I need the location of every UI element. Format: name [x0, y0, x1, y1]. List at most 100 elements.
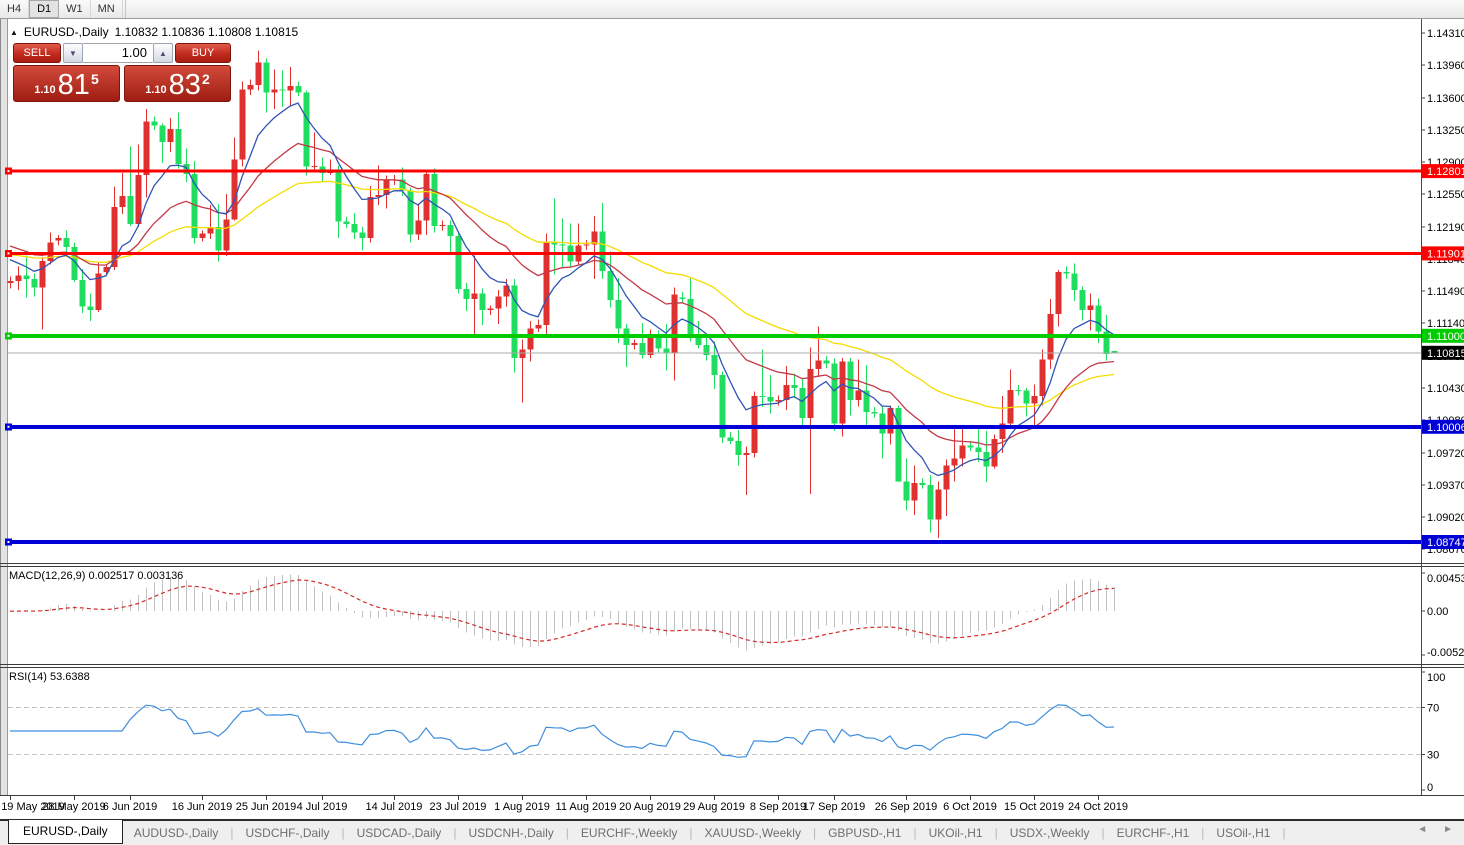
candle: [415, 220, 422, 235]
candle: [175, 129, 182, 164]
candle: [7, 280, 14, 283]
collapse-trade-panel-icon[interactable]: ▲: [10, 27, 18, 37]
buy-price-box[interactable]: 1.10 83 2: [124, 65, 231, 102]
candle: [935, 489, 942, 520]
tab-eurchf-h1[interactable]: EURCHF-,H1: [1116, 826, 1190, 840]
volume-input[interactable]: 1.00: [83, 43, 153, 63]
timeframe-button-w1[interactable]: W1: [59, 0, 91, 18]
buy-button[interactable]: BUY: [175, 43, 231, 63]
chevron-down-icon: ▼: [69, 48, 77, 58]
candle: [143, 121, 150, 175]
sell-price-pips: 81: [57, 69, 90, 101]
candle: [975, 447, 982, 452]
price-level-line[interactable]: [5, 538, 1421, 546]
candle: [983, 452, 990, 467]
timeframe-button-d1[interactable]: D1: [29, 0, 60, 18]
svg-text:1.11490: 1.11490: [1427, 286, 1464, 298]
candle: [351, 224, 358, 233]
candle: [1023, 390, 1030, 404]
sell-price-fraction: 5: [90, 71, 99, 87]
candle: [543, 241, 550, 325]
svg-text:1.09370: 1.09370: [1427, 480, 1464, 492]
price-level-line[interactable]: [5, 249, 1421, 257]
candle: [823, 360, 830, 364]
volume-increase-button[interactable]: ▲: [153, 43, 173, 63]
svg-text:8 Sep 2019: 8 Sep 2019: [750, 801, 806, 813]
candle: [463, 289, 470, 300]
price-level-line[interactable]: [5, 332, 1421, 340]
tab-divider: |: [1201, 826, 1205, 840]
chart-title: ▲ EURUSD-,Daily 1.10832 1.10836 1.10808 …: [10, 25, 298, 39]
candle: [71, 247, 78, 280]
tab-usdx-weekly[interactable]: USDX-,Weekly: [1009, 826, 1090, 840]
candle: [847, 361, 854, 400]
candle: [511, 285, 518, 358]
volume-decrease-button[interactable]: ▼: [63, 43, 83, 63]
candle: [759, 396, 766, 398]
candle: [247, 85, 254, 90]
candle: [167, 129, 174, 142]
candle: [87, 306, 94, 311]
svg-text:1.12801: 1.12801: [1427, 166, 1464, 178]
svg-text:30: 30: [1427, 750, 1439, 762]
svg-text:1.09720: 1.09720: [1427, 448, 1464, 460]
rsi-value: 53.6388: [49, 671, 90, 683]
tab-scroll-left-icon[interactable]: ◄: [1417, 824, 1428, 835]
tab-eurchf-weekly[interactable]: EURCHF-,Weekly: [580, 826, 678, 840]
candle: [455, 236, 462, 290]
candle: [999, 423, 1006, 440]
svg-text:11 Aug 2019: 11 Aug 2019: [556, 801, 617, 813]
tab-usdcnh-daily[interactable]: USDCNH-,Daily: [468, 826, 554, 840]
candle: [215, 227, 222, 251]
candle: [223, 219, 230, 251]
candle: [1111, 351, 1118, 353]
candle: [839, 361, 846, 424]
candle: [95, 273, 102, 311]
candle: [271, 89, 278, 93]
candle: [551, 241, 558, 245]
candle: [951, 458, 958, 466]
tab-usdchf-daily[interactable]: USDCHF-,Daily: [245, 826, 330, 840]
candle: [303, 92, 310, 167]
timeframe-button-mn[interactable]: MN: [91, 0, 123, 18]
timeframe-button-h4[interactable]: H4: [0, 0, 30, 18]
tab-divider: |: [565, 826, 569, 840]
candle: [1071, 273, 1078, 291]
svg-text:1.14310: 1.14310: [1427, 28, 1464, 40]
candle: [207, 227, 214, 234]
tab-divider: |: [913, 826, 917, 840]
sell-button[interactable]: SELL: [13, 43, 61, 63]
candle: [719, 375, 726, 438]
candle: [663, 348, 670, 354]
tab-usoil-h1[interactable]: USOil-,H1: [1216, 826, 1271, 840]
candle: [687, 299, 694, 335]
tab-divider: |: [1282, 826, 1286, 840]
svg-text:1.11000: 1.11000: [1427, 331, 1464, 343]
candle: [1079, 290, 1086, 311]
candle: [1087, 305, 1094, 311]
tab-scroll-right-icon[interactable]: ►: [1443, 824, 1453, 835]
symbol-period-label: EURUSD-,Daily: [23, 25, 109, 39]
tab-ukoil-h1[interactable]: UKOil-,H1: [928, 826, 983, 840]
tab-xauusd-weekly[interactable]: XAUUSD-,Weekly: [704, 826, 801, 840]
svg-text:16 Jun 2019: 16 Jun 2019: [172, 801, 233, 813]
tab-usdcad-daily[interactable]: USDCAD-,Daily: [356, 826, 442, 840]
svg-text:0: 0: [1427, 782, 1433, 794]
tab-eurusd-daily[interactable]: EURUSD-,Daily: [8, 820, 123, 844]
price-level-line[interactable]: [5, 423, 1421, 431]
candle: [615, 300, 622, 329]
tab-audusd-daily[interactable]: AUDUSD-,Daily: [133, 826, 219, 840]
candle: [919, 483, 926, 485]
candle: [799, 388, 806, 419]
price-level-line[interactable]: [5, 167, 1421, 175]
tab-gbpusd-h1[interactable]: GBPUSD-,H1: [828, 826, 902, 840]
svg-text:1.09020: 1.09020: [1427, 512, 1464, 524]
macd-indicator-label: MACD(12,26,9) 0.002517 0.003136: [9, 570, 183, 582]
tab-divider: |: [689, 826, 693, 840]
candle: [111, 206, 118, 268]
sell-price-box[interactable]: 1.10 81 5: [13, 65, 120, 102]
candle: [431, 173, 438, 226]
candle: [287, 86, 294, 91]
candle: [255, 62, 262, 86]
